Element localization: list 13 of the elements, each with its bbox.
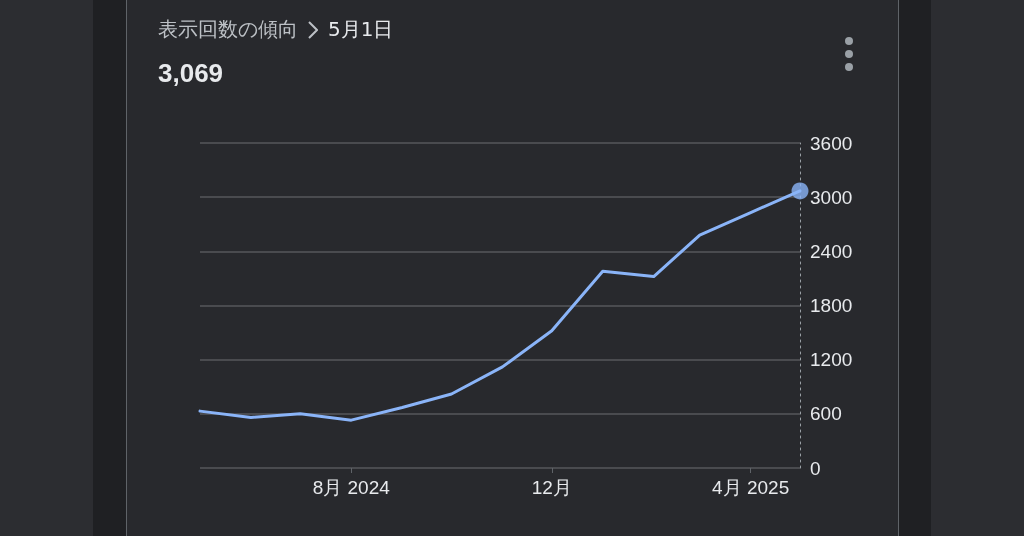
x-tick-label: 4月 2025 [712, 477, 790, 498]
y-tick-label: 3000 [810, 186, 853, 208]
y-tick-label: 600 [810, 403, 842, 425]
chart-title: 表示回数の傾向 [158, 16, 298, 43]
x-tick-label: 8月 2024 [312, 477, 391, 498]
y-tick-label: 0 [810, 457, 821, 479]
y-tick-label: 1200 [810, 349, 853, 371]
y-tick-label: 1800 [810, 295, 853, 316]
chart-subtitle: 5月1日 [328, 16, 394, 43]
y-tick-label: 3600 [810, 132, 853, 154]
y-tick-label: 2400 [810, 240, 853, 262]
text: 3,069 [158, 58, 224, 89]
x-tick-label: 12月 [531, 477, 572, 498]
